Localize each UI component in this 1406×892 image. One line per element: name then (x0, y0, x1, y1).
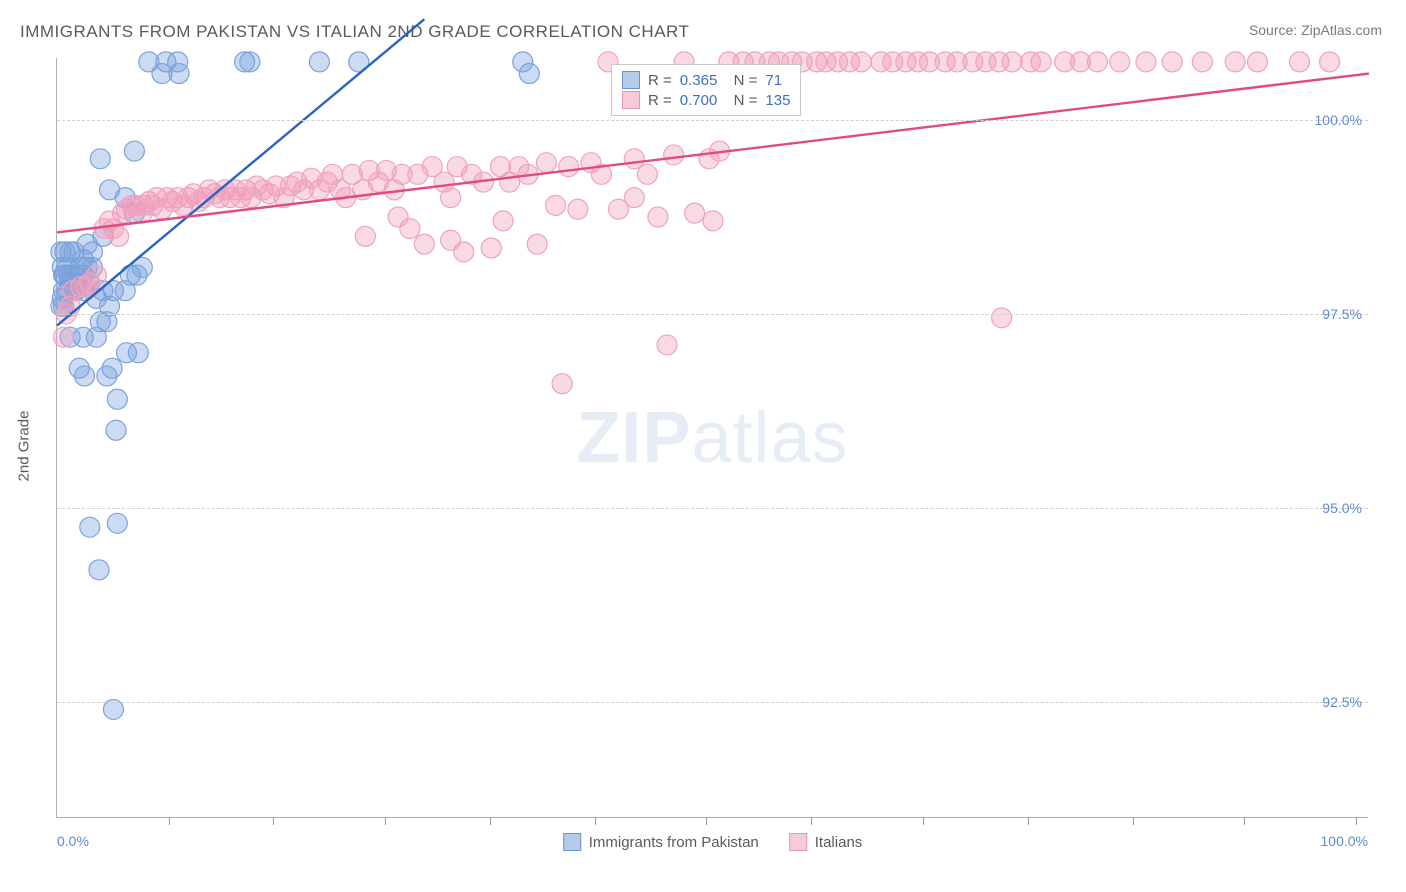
data-point (99, 180, 119, 200)
legend-row: R = 0.365 N = 71 (622, 71, 790, 89)
data-point (481, 238, 501, 258)
x-tick (923, 817, 924, 825)
swatch-pink-icon (622, 91, 640, 109)
x-tick (169, 817, 170, 825)
data-point (568, 199, 588, 219)
scatter-chart (57, 58, 1368, 817)
data-point (441, 188, 461, 208)
data-point (493, 211, 513, 231)
x-tick (1028, 817, 1029, 825)
x-axis-min-label: 0.0% (57, 833, 89, 849)
data-point (657, 335, 677, 355)
data-point (69, 358, 89, 378)
x-tick (273, 817, 274, 825)
x-tick (706, 817, 707, 825)
data-point (1225, 52, 1245, 72)
data-point (1162, 52, 1182, 72)
data-point (106, 420, 126, 440)
data-point (519, 64, 539, 84)
x-tick (385, 817, 386, 825)
data-point (124, 141, 144, 161)
legend-label: Italians (815, 834, 863, 851)
data-point (992, 308, 1012, 328)
data-point (1087, 52, 1107, 72)
n-label: N = (725, 72, 757, 89)
data-point (109, 226, 129, 246)
data-point (169, 64, 189, 84)
gridline (57, 702, 1368, 703)
gridline (57, 508, 1368, 509)
y-tick-label: 92.5% (1322, 694, 1362, 710)
data-point (1110, 52, 1130, 72)
swatch-blue-icon (622, 71, 640, 89)
chart-title: IMMIGRANTS FROM PAKISTAN VS ITALIAN 2ND … (20, 22, 689, 42)
legend-label: Immigrants from Pakistan (589, 834, 759, 851)
data-point (1320, 52, 1340, 72)
data-point (685, 203, 705, 223)
n-value: 135 (765, 92, 790, 109)
data-point (637, 164, 657, 184)
data-point (240, 52, 260, 72)
x-tick (1133, 817, 1134, 825)
data-point (86, 265, 106, 285)
data-point (552, 374, 572, 394)
r-value: 0.365 (680, 72, 718, 89)
data-point (536, 153, 556, 173)
r-value: 0.700 (680, 92, 718, 109)
n-label: N = (725, 92, 757, 109)
y-tick-label: 97.5% (1322, 306, 1362, 322)
legend-row: R = 0.700 N = 135 (622, 91, 790, 109)
data-point (527, 234, 547, 254)
x-tick (1244, 817, 1245, 825)
series-legend: Immigrants from Pakistan Italians (563, 833, 863, 851)
data-point (102, 358, 122, 378)
x-axis-max-label: 100.0% (1321, 833, 1368, 849)
swatch-pink-icon (789, 833, 807, 851)
data-point (1136, 52, 1156, 72)
data-point (89, 560, 109, 580)
x-tick (1356, 817, 1357, 825)
y-axis-label: 2nd Grade (16, 411, 33, 482)
legend-item: Immigrants from Pakistan (563, 833, 759, 851)
data-point (80, 517, 100, 537)
data-point (54, 327, 74, 347)
data-point (454, 242, 474, 262)
gridline (57, 120, 1368, 121)
data-point (624, 188, 644, 208)
r-label: R = (648, 92, 672, 109)
data-point (851, 52, 871, 72)
n-value: 71 (765, 72, 782, 89)
x-tick (811, 817, 812, 825)
data-point (546, 195, 566, 215)
data-point (86, 327, 106, 347)
data-point (309, 52, 329, 72)
data-point (1247, 52, 1267, 72)
x-tick (595, 817, 596, 825)
data-point (1192, 52, 1212, 72)
data-point (1289, 52, 1309, 72)
data-point (107, 389, 127, 409)
y-tick-label: 95.0% (1322, 500, 1362, 516)
data-point (388, 207, 408, 227)
data-point (703, 211, 723, 231)
data-point (1031, 52, 1051, 72)
gridline (57, 314, 1368, 315)
data-point (90, 149, 110, 169)
data-point (559, 157, 579, 177)
legend-item: Italians (789, 833, 863, 851)
x-tick (490, 817, 491, 825)
correlation-legend: R = 0.365 N = 71R = 0.700 N = 135 (611, 64, 801, 116)
data-point (355, 226, 375, 246)
source-attribution: Source: ZipAtlas.com (1249, 22, 1382, 38)
data-point (107, 513, 127, 533)
swatch-blue-icon (563, 833, 581, 851)
data-point (664, 145, 684, 165)
data-point (414, 234, 434, 254)
data-point (128, 343, 148, 363)
plot-area: ZIPatlas 100.0%97.5%95.0%92.5% 0.0% 100.… (56, 58, 1368, 818)
data-point (1002, 52, 1022, 72)
r-label: R = (648, 72, 672, 89)
y-tick-label: 100.0% (1315, 112, 1362, 128)
data-point (648, 207, 668, 227)
